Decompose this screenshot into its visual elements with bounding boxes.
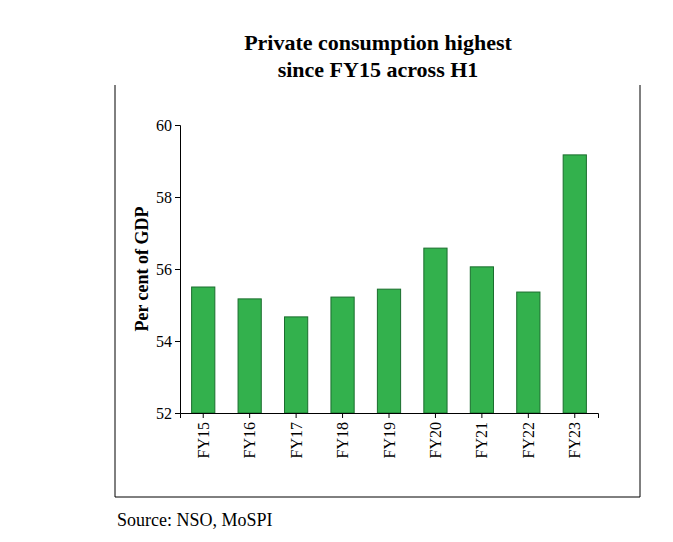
y-tick-label: 58 <box>156 189 172 206</box>
y-tick-label: 52 <box>156 405 172 422</box>
bar <box>470 267 493 413</box>
title: Private consumption highestsince FY15 ac… <box>244 30 512 82</box>
chart: Private consumption highestsince FY15 ac… <box>0 0 673 542</box>
x-tick-label: FY20 <box>427 422 444 458</box>
y-axis: 52 54 56 58 60 <box>156 117 181 422</box>
x-tick: FY19 <box>381 413 398 458</box>
y-tick: 52 <box>156 405 180 422</box>
x-axis-line <box>181 414 599 419</box>
x-tick-label: FY19 <box>381 422 398 458</box>
y-axis-line <box>175 126 181 414</box>
y-tick: 56 <box>156 261 180 278</box>
x-tick-mark <box>203 413 204 418</box>
bar <box>238 299 261 413</box>
y-tick-label: 60 <box>156 117 172 134</box>
x-tick-label: FY16 <box>241 422 258 458</box>
x-tick-mark <box>249 413 250 418</box>
x-tick-label: FY15 <box>195 422 212 458</box>
y-tick: 60 <box>156 117 180 134</box>
bars <box>192 155 587 413</box>
y-tick-label: 56 <box>156 261 172 278</box>
x-tick-label: FY23 <box>566 422 583 458</box>
bar <box>517 292 540 413</box>
x-tick-mark <box>296 413 297 418</box>
x-tick-mark <box>481 413 482 418</box>
bar <box>331 297 354 413</box>
title-line: since FY15 across H1 <box>278 57 479 82</box>
x-tick-mark <box>342 413 343 418</box>
x-tick-mark <box>435 413 436 418</box>
x-tick: FY22 <box>520 413 537 458</box>
y-tick-mark <box>175 413 180 414</box>
x-tick-label: FY17 <box>288 422 305 458</box>
x-tick: FY16 <box>241 413 258 458</box>
bar <box>563 155 586 413</box>
x-tick-mark <box>574 413 575 418</box>
x-tick-label: FY18 <box>334 422 351 458</box>
y-tick: 54 <box>156 333 180 350</box>
x-tick: FY23 <box>566 413 583 458</box>
source-note: Source: NSO, MoSPI <box>117 510 273 530</box>
y-tick-mark <box>175 125 180 126</box>
x-tick-label: FY22 <box>520 422 537 458</box>
x-tick-mark <box>389 413 390 418</box>
y-tick-mark <box>175 269 180 270</box>
y-axis-title: Per cent of GDP <box>132 206 152 331</box>
y-tick-mark <box>175 197 180 198</box>
x-tick-mark <box>528 413 529 418</box>
x-tick: FY20 <box>427 413 444 458</box>
title-line: Private consumption highest <box>244 30 512 55</box>
bar <box>377 289 400 413</box>
x-tick: FY18 <box>334 413 351 458</box>
x-tick: FY21 <box>473 413 490 458</box>
frame <box>115 85 640 497</box>
x-tick: FY15 <box>195 413 212 458</box>
x-tick-label: FY21 <box>473 422 490 458</box>
y-tick: 58 <box>156 189 180 206</box>
x-tick: FY17 <box>288 413 305 458</box>
bar <box>285 317 308 413</box>
y-tick-mark <box>175 341 180 342</box>
bar <box>424 248 447 413</box>
x-axis: FY15 FY16 FY17 FY18 FY19 FY20 FY21 FY22 FY23 <box>181 413 599 458</box>
y-tick-label: 54 <box>156 333 172 350</box>
bar <box>192 287 215 413</box>
